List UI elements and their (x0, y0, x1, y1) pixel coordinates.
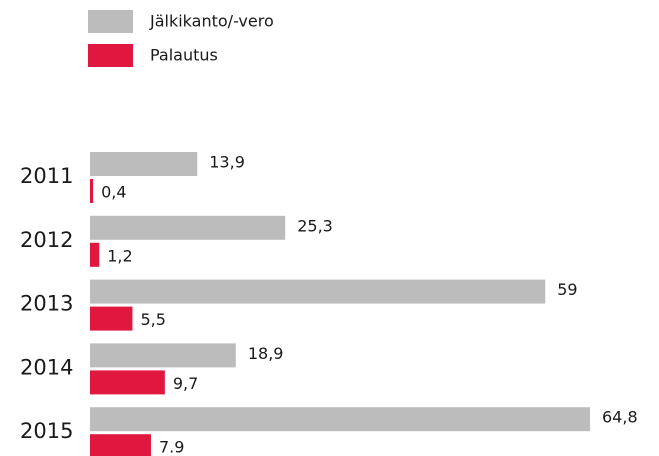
bar (90, 434, 151, 456)
bar (90, 179, 94, 203)
legend-swatch (88, 10, 133, 33)
bar (90, 306, 133, 331)
category-label: 2011 (20, 164, 73, 188)
category-label: 2012 (20, 228, 73, 252)
bar (90, 152, 198, 176)
value-label: 5,5 (140, 310, 165, 329)
legend-label: Jälkikanto/-vero (149, 12, 274, 31)
value-label: 18,9 (248, 344, 284, 363)
bar (90, 279, 546, 304)
category-label: 2014 (20, 355, 73, 379)
value-label: 64,8 (602, 408, 638, 427)
bar (90, 370, 165, 395)
value-label: 0,4 (101, 183, 126, 202)
value-label: 1,2 (107, 246, 132, 265)
category-label: 2015 (20, 419, 73, 443)
legend-swatch (88, 44, 133, 67)
value-label: 7.9 (159, 438, 184, 456)
bar (90, 343, 236, 368)
value-label: 13,9 (209, 153, 245, 172)
value-label: 59 (557, 280, 577, 299)
category-label: 2013 (20, 292, 73, 316)
value-label: 9,7 (173, 374, 198, 393)
bar (90, 407, 590, 432)
bar (90, 242, 100, 267)
bar (90, 215, 286, 240)
value-label: 25,3 (297, 216, 333, 235)
legend-label: Palautus (150, 46, 218, 65)
